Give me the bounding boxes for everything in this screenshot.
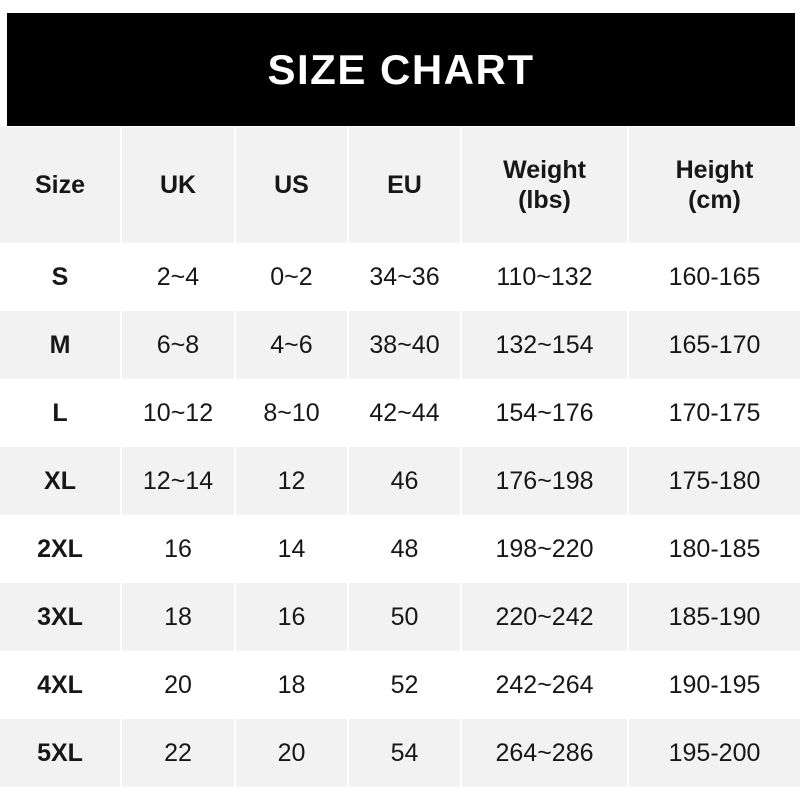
cell-size: L xyxy=(0,379,122,447)
table-row: 5XL 22 20 54 264~286 195-200 xyxy=(0,719,800,787)
cell-eu: 42~44 xyxy=(348,379,462,447)
cell-weight: 132~154 xyxy=(461,311,629,379)
column-header-us-label: US xyxy=(274,170,309,199)
cell-uk: 12~14 xyxy=(121,447,236,515)
cell-uk: 10~12 xyxy=(121,379,236,447)
cell-weight: 220~242 xyxy=(461,583,629,651)
cell-height: 170-175 xyxy=(668,398,761,427)
cell-us: 8~10 xyxy=(235,379,349,447)
cell-eu: 54 xyxy=(348,719,462,787)
table-row: XL 12~14 12 46 176~198 175-180 xyxy=(0,447,800,515)
cell-us: 16 xyxy=(235,583,349,651)
cell-uk: 20 xyxy=(121,651,236,719)
cell-height: 190-195 xyxy=(668,670,761,699)
column-header-uk-label: UK xyxy=(159,170,197,199)
cell-uk: 18 xyxy=(121,583,236,651)
column-header-height: Height (cm) xyxy=(628,127,800,243)
cell-height: 195-200 xyxy=(668,738,761,767)
cell-height: 180-185 xyxy=(668,534,761,563)
cell-weight: 242~264 xyxy=(461,651,629,719)
cell-size: 4XL xyxy=(0,651,122,719)
page-title: SIZE CHART xyxy=(267,45,535,93)
table-row: L 10~12 8~10 42~44 154~176 170-175 xyxy=(0,379,800,447)
cell-size: M xyxy=(0,311,122,379)
table-row: 3XL 18 16 50 220~242 185-190 xyxy=(0,583,800,651)
column-header-height-label: Height xyxy=(675,155,754,184)
table-row: 4XL 20 18 52 242~264 190-195 xyxy=(0,651,800,719)
column-header-weight-unit: (lbs) xyxy=(518,186,571,214)
table-row: M 6~8 4~6 38~40 132~154 165-170 xyxy=(0,311,800,379)
title-band: SIZE CHART xyxy=(7,13,795,126)
column-header-size-label: Size xyxy=(34,170,86,199)
column-header-uk: UK xyxy=(121,127,236,243)
table-header-row: Size UK US EU Weight (lbs) Height (cm) xyxy=(0,127,800,243)
cell-eu: 38~40 xyxy=(348,311,462,379)
table-row: S 2~4 0~2 34~36 110~132 160-165 xyxy=(0,243,800,311)
cell-height: 185-190 xyxy=(668,602,761,631)
cell-uk: 6~8 xyxy=(121,311,236,379)
cell-size: 2XL xyxy=(0,515,122,583)
column-header-weight-label: Weight xyxy=(503,155,586,184)
table-body: S 2~4 0~2 34~36 110~132 160-165 M 6~8 4~… xyxy=(0,243,800,787)
cell-eu: 52 xyxy=(348,651,462,719)
cell-height: 165-170 xyxy=(668,330,761,359)
size-chart-table: Size UK US EU Weight (lbs) Height (cm) xyxy=(0,127,800,787)
cell-us: 20 xyxy=(235,719,349,787)
cell-us: 14 xyxy=(235,515,349,583)
cell-height: 175-180 xyxy=(668,466,761,495)
column-header-eu-label: EU xyxy=(387,170,422,199)
column-header-us: US xyxy=(235,127,349,243)
cell-eu: 48 xyxy=(348,515,462,583)
cell-height: 160-165 xyxy=(668,262,761,291)
cell-eu: 46 xyxy=(348,447,462,515)
column-header-size: Size xyxy=(0,127,122,243)
cell-us: 12 xyxy=(235,447,349,515)
cell-us: 0~2 xyxy=(235,243,349,311)
cell-eu: 50 xyxy=(348,583,462,651)
cell-eu: 34~36 xyxy=(348,243,462,311)
table-row: 2XL 16 14 48 198~220 180-185 xyxy=(0,515,800,583)
cell-weight: 198~220 xyxy=(461,515,629,583)
cell-weight: 110~132 xyxy=(461,243,629,311)
cell-size: S xyxy=(0,243,122,311)
cell-size: 5XL xyxy=(0,719,122,787)
cell-weight: 154~176 xyxy=(461,379,629,447)
cell-weight: 264~286 xyxy=(461,719,629,787)
cell-size: XL xyxy=(0,447,122,515)
column-header-weight: Weight (lbs) xyxy=(461,127,629,243)
cell-uk: 22 xyxy=(121,719,236,787)
column-header-eu: EU xyxy=(348,127,462,243)
cell-size: 3XL xyxy=(0,583,122,651)
column-header-height-unit: (cm) xyxy=(688,186,741,214)
cell-us: 18 xyxy=(235,651,349,719)
cell-weight: 176~198 xyxy=(461,447,629,515)
cell-uk: 16 xyxy=(121,515,236,583)
cell-us: 4~6 xyxy=(235,311,349,379)
cell-uk: 2~4 xyxy=(121,243,236,311)
